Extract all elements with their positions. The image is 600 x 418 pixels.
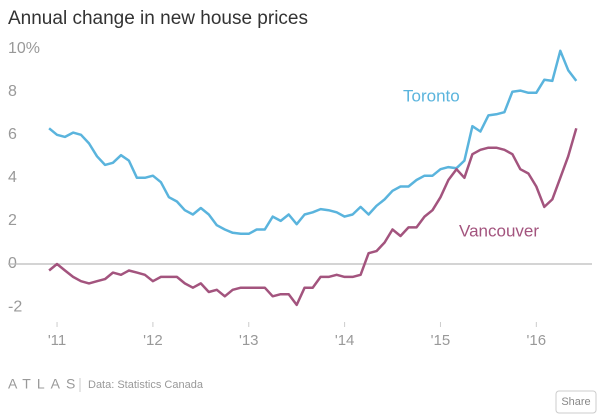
y-tick-label: 6	[8, 126, 17, 143]
x-tick-label: '13	[239, 332, 259, 349]
x-tick-label: '15	[431, 332, 451, 349]
source: Data: Statistics Canada	[88, 379, 204, 391]
y-tick-label: 2	[8, 212, 17, 229]
chart-title: Annual change in new house prices	[8, 8, 308, 29]
x-tick-label: '12	[143, 332, 163, 349]
series-label: Toronto	[403, 86, 460, 105]
y-tick-label: -2	[8, 298, 22, 315]
y-tick-label: 10%	[8, 40, 40, 57]
y-tick-label: 4	[8, 169, 17, 186]
line	[48, 49, 578, 236]
x-tick-label: '16	[527, 332, 547, 349]
series-label: Vancouver	[459, 221, 539, 240]
share-label[interactable]: Share	[561, 396, 590, 408]
share-button[interactable]	[555, 390, 597, 414]
brand: ATLAS	[8, 376, 81, 392]
x-tick-label: '14	[335, 332, 355, 349]
line	[48, 127, 578, 307]
x-tick-label: '11	[48, 332, 66, 349]
y-tick-label: 8	[8, 83, 17, 100]
